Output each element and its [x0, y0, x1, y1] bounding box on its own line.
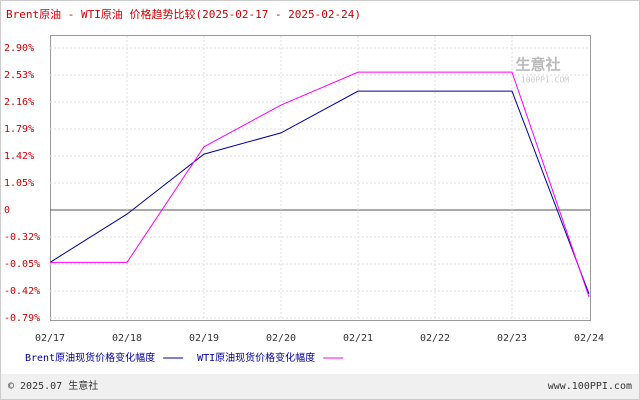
y-tick-label: 2.53%	[4, 70, 34, 81]
x-tick-label: 02/19	[189, 333, 219, 344]
x-tick-label: 02/23	[497, 333, 527, 344]
y-tick-label: 2.16%	[4, 97, 34, 108]
footer-bar	[1, 374, 639, 399]
footer-left: © 2025.07 生意社	[8, 379, 98, 392]
y-tick-label: 1.05%	[4, 178, 34, 189]
footer-right: www.100PPI.com	[548, 381, 632, 392]
plot-area	[50, 35, 591, 321]
y-tick-label: 1.42%	[4, 151, 34, 162]
y-tick-label: -0.42%	[4, 286, 40, 297]
chart-title: Brent原油 - WTI原油 价格趋势比较(2025-02-17 - 2025…	[6, 7, 361, 21]
x-tick-label: 02/20	[266, 333, 296, 344]
y-tick-label: 1.79%	[4, 124, 34, 135]
watermark-site: 100PPI.COM	[521, 76, 569, 85]
y-tick-label: -0.32%	[4, 232, 40, 243]
y-tick-label: 2.90%	[4, 43, 34, 54]
y-tick-label: -0.79%	[4, 313, 40, 324]
y-tick-label: -0.05%	[4, 259, 40, 270]
x-tick-label: 02/17	[35, 333, 65, 344]
x-tick-label: 02/18	[112, 333, 142, 344]
x-tick-label: 02/22	[420, 333, 450, 344]
y-tick-label: 0	[4, 205, 10, 216]
watermark-name: 生意社	[515, 56, 560, 74]
legend-label[interactable]: WTI原油现货价格变化幅度	[197, 351, 315, 364]
series-line	[50, 71, 590, 297]
x-tick-label: 02/21	[343, 333, 373, 344]
legend-label[interactable]: Brent原油现货价格变化幅度	[25, 351, 155, 364]
x-tick-label: 02/24	[574, 333, 604, 344]
series-line	[49, 90, 590, 295]
